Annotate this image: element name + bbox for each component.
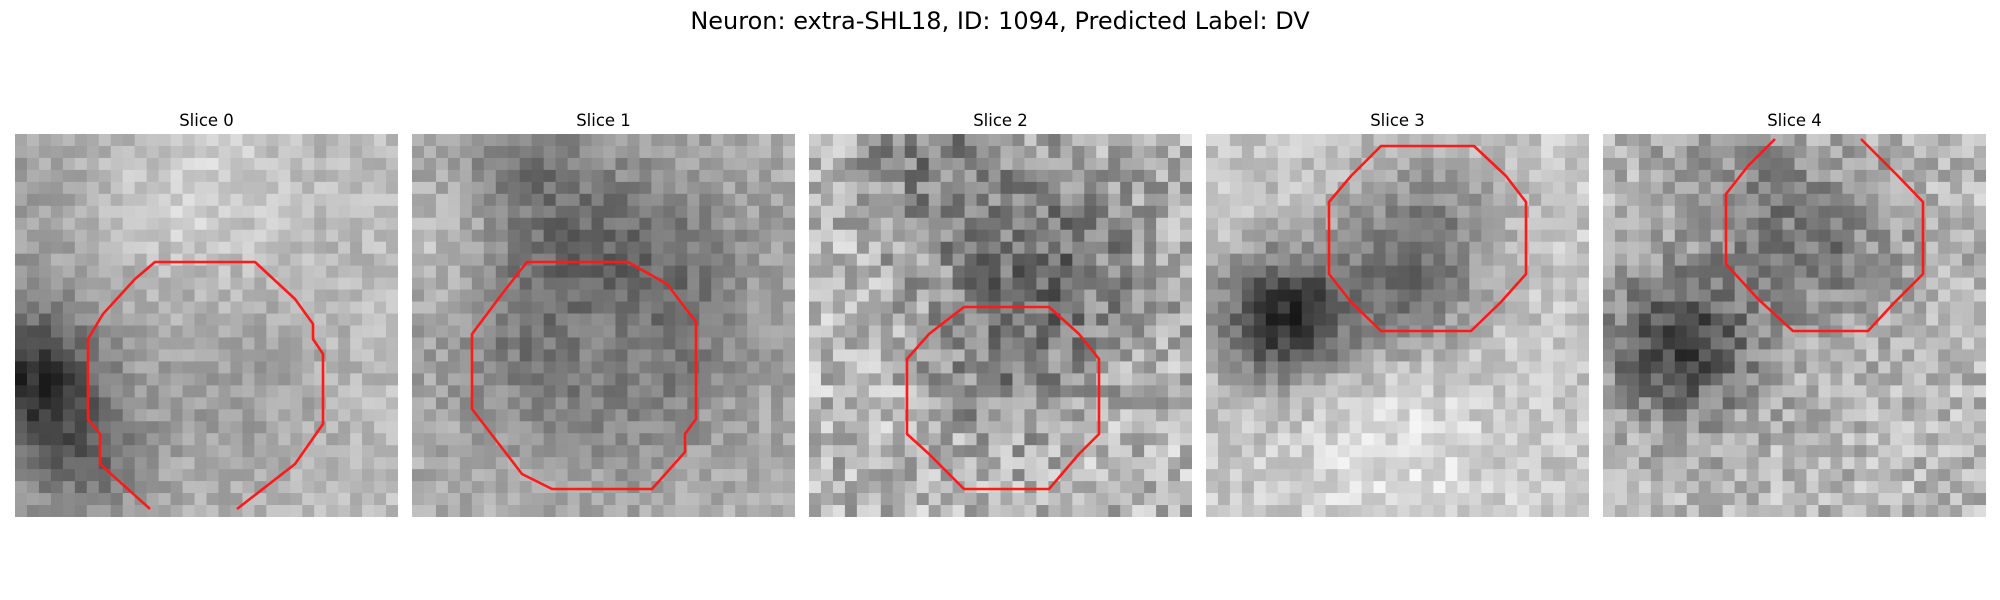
neuron-outline	[86, 260, 325, 511]
slice-panel-4: Slice 4	[1603, 108, 1986, 517]
slice-image-1	[412, 134, 795, 517]
slice-title: Slice 1	[576, 111, 631, 130]
neuron-outline	[1724, 138, 1925, 333]
slice-title: Slice 0	[179, 111, 234, 130]
slice-panel-1: Slice 1	[412, 108, 795, 517]
slice-image-4	[1603, 134, 1986, 517]
neuron-outline	[1327, 144, 1528, 333]
slice-title: Slice 4	[1767, 111, 1822, 130]
slice-image-0	[15, 134, 398, 517]
slice-title: Slice 3	[1370, 111, 1425, 130]
slice-panel-0: Slice 0	[15, 108, 398, 517]
neuron-outline	[470, 260, 698, 491]
slice-image-3	[1206, 134, 1589, 517]
figure-title: Neuron: extra-SHL18, ID: 1094, Predicted…	[690, 7, 1310, 35]
slice-title: Slice 2	[973, 111, 1028, 130]
slice-panel-3: Slice 3	[1206, 108, 1589, 517]
slice-image-2	[809, 134, 1192, 517]
neuron-outline	[905, 305, 1101, 491]
slice-panel-2: Slice 2	[809, 108, 1192, 517]
